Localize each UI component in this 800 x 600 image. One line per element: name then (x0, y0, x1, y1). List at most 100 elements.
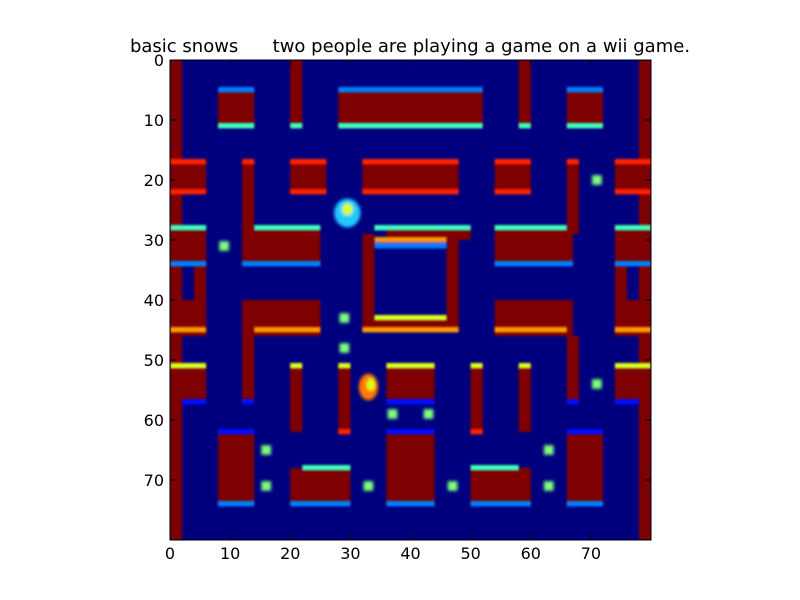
wall-edge (518, 363, 531, 369)
wall-upper-left-pillar (242, 162, 255, 234)
wall-edge (338, 363, 351, 369)
wall-edge (386, 429, 435, 435)
wall-upper-center-block (362, 162, 459, 192)
pellet (592, 379, 602, 389)
x-tick-label: 10 (220, 544, 240, 563)
pellet (261, 481, 272, 491)
wall-upper-mid-left-block (290, 162, 327, 192)
wall-edge (338, 429, 351, 435)
wall-edge (302, 465, 351, 471)
wall-edge (566, 159, 579, 165)
y-tick-label: 30 (144, 231, 164, 250)
wall-top-right-block (566, 90, 603, 126)
wall-edge (566, 501, 603, 507)
wall-upper-left-ledge (170, 162, 207, 192)
x-tick-label: 70 (581, 544, 601, 563)
wall-edge (218, 123, 255, 129)
wall-edge (338, 123, 483, 129)
wall-upper-left-bar (242, 228, 321, 264)
wall-top-right-post (518, 60, 531, 126)
wall-right-side-block (614, 228, 651, 264)
wall-edge (290, 363, 303, 369)
x-tick-label: 20 (280, 544, 300, 563)
wall-bottom-mid-right-block (470, 468, 531, 504)
wall-edge (566, 399, 579, 405)
wall-edge (290, 501, 351, 507)
wall-mid-right-post (566, 336, 579, 402)
wall-upper-right-ledge (614, 162, 651, 192)
pellet (592, 175, 602, 185)
wall-lower-mid-left-post (338, 366, 351, 432)
pellets (219, 175, 602, 491)
maze-wall-edges (170, 87, 651, 507)
wall-lower-left-ledge (170, 366, 207, 402)
wall-edge (254, 225, 321, 231)
pellet (387, 409, 398, 419)
plot-title: basic snows two people are playing a gam… (129, 36, 691, 57)
player-sprite-highlight (341, 203, 353, 216)
pellet (543, 445, 554, 455)
wall-edge (494, 261, 573, 267)
wall-lower-left-post (290, 366, 303, 432)
wall-edge (374, 237, 447, 243)
wall-left-side-block (170, 228, 207, 264)
pellet (219, 241, 229, 251)
wall-top-left-post (290, 60, 303, 126)
wall-lower-right-ledge (614, 366, 651, 402)
wall-bottom-center-block (386, 432, 435, 504)
ghost-sprite-highlight (366, 378, 376, 391)
wall-edge (614, 363, 651, 369)
wall-bottom-right-block (566, 432, 603, 504)
y-tick-label: 10 (144, 111, 164, 130)
pellet (339, 313, 350, 323)
wall-edge (614, 399, 639, 405)
y-tick-label: 50 (144, 351, 164, 370)
wall-edge (386, 399, 435, 405)
wall-edge (566, 87, 603, 93)
pellet (543, 481, 554, 491)
x-tick-label: 50 (460, 544, 480, 563)
wall-bottom-left-block (218, 432, 255, 504)
wall-edge (494, 327, 567, 333)
wall-edge (494, 189, 531, 195)
wall-edge (386, 363, 435, 369)
wall-edge (494, 225, 567, 231)
x-tick-label: 40 (400, 544, 420, 563)
wall-edge (290, 189, 327, 195)
wall-edge (494, 159, 531, 165)
wall-edge (374, 315, 447, 321)
y-tick-label: 40 (144, 291, 164, 310)
wall-edge (614, 189, 651, 195)
x-tick-label: 30 (340, 544, 360, 563)
pellet (339, 343, 350, 353)
x-tick-label: 0 (165, 544, 175, 563)
wall-edge (218, 87, 255, 93)
wall-edge (182, 399, 207, 405)
wall-edge (614, 159, 651, 165)
wall-edge (614, 261, 651, 267)
wall-lower-right-post (518, 366, 531, 432)
wall-edge (362, 159, 459, 165)
wall-edge (170, 327, 207, 333)
pellet (363, 481, 374, 491)
y-tick-label: 20 (144, 171, 164, 190)
wall-edge (242, 261, 321, 267)
wall-bottom-mid-left-block (290, 468, 351, 504)
wall-edge (290, 159, 327, 165)
wall-center-box-right (446, 234, 459, 330)
wall-edge (614, 327, 651, 333)
wall-edge (242, 399, 255, 405)
wall-edge (362, 327, 459, 333)
wall-edge (170, 363, 207, 369)
wall-upper-right-bar (494, 228, 573, 264)
wall-center-box-left (362, 234, 375, 330)
wall-lower-mid-right-post (470, 366, 483, 432)
x-tick-label: 60 (521, 544, 541, 563)
wall-edge (362, 189, 459, 195)
x-axis-ticks: 0 10 20 30 40 50 60 70 (165, 60, 601, 563)
pellet (423, 409, 434, 419)
wall-mid-left-post (242, 336, 255, 402)
wall-edge (290, 123, 303, 129)
wall-edge (374, 243, 447, 249)
